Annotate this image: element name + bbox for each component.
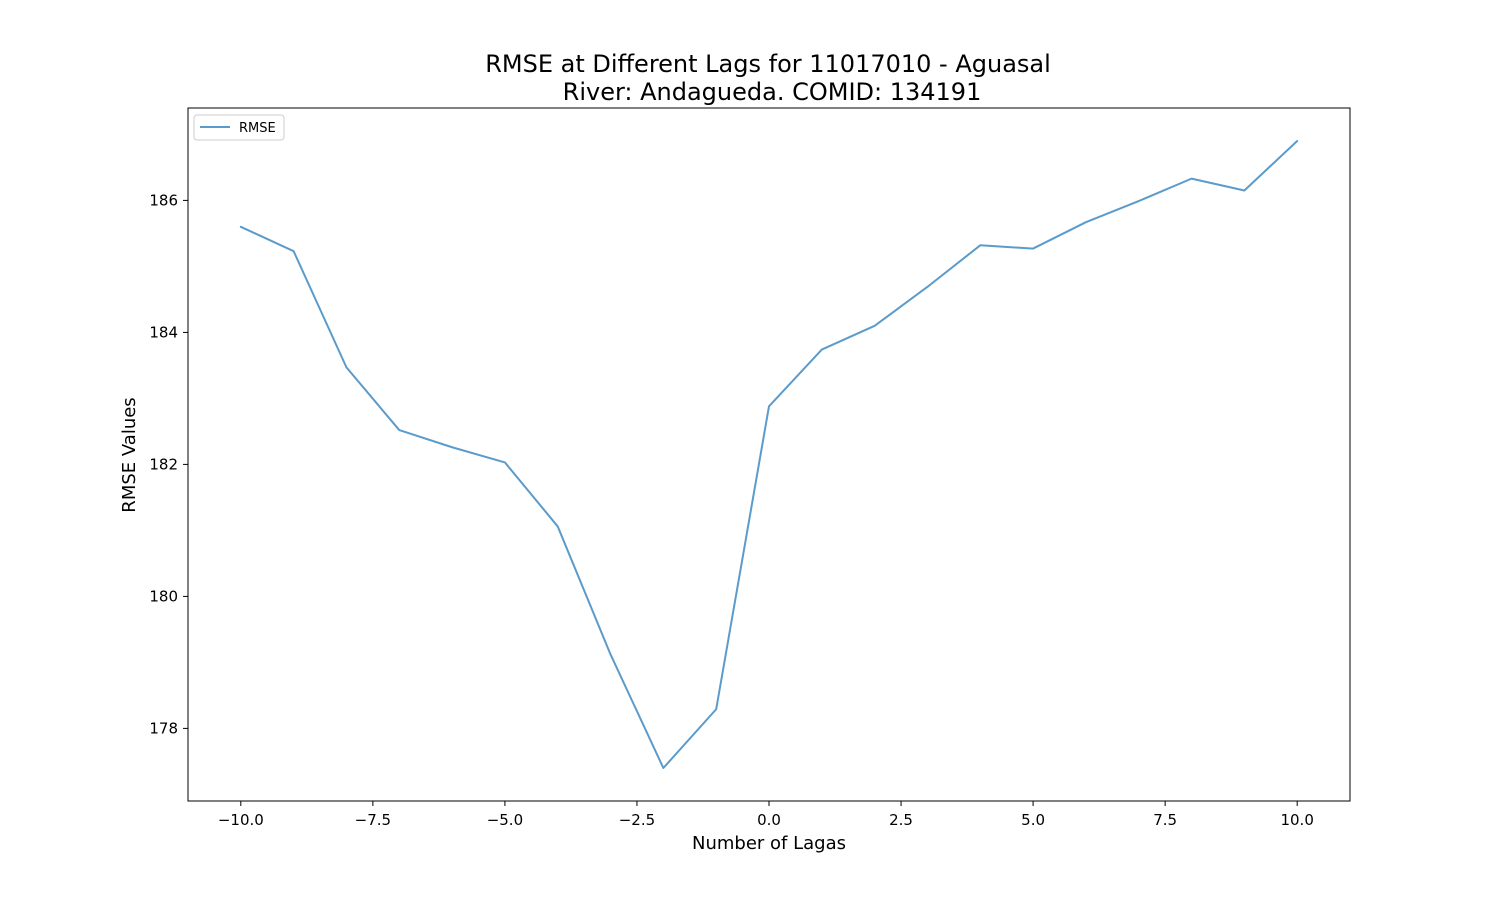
series-line-rmse [239, 140, 1299, 769]
y-tick-label: 184 [149, 323, 178, 341]
legend: RMSE [193, 114, 285, 141]
chart-title: RMSE at Different Lags for 11017010 - Ag… [485, 50, 1051, 78]
y-tick-label: 182 [149, 455, 178, 473]
series-layer [239, 140, 1299, 769]
chart-subtitle: River: Andagueda. COMID: 134191 [563, 78, 982, 106]
plot-frame [187, 107, 1351, 802]
y-tick-label: 178 [149, 719, 178, 737]
x-axis-label: Number of Lagas [692, 833, 846, 854]
legend-label: RMSE [239, 121, 276, 136]
x-tick-label: 2.5 [889, 811, 913, 829]
x-tick-label: 7.5 [1153, 811, 1177, 829]
x-tick-label: −2.5 [619, 811, 655, 829]
x-tick-label: −7.5 [355, 811, 391, 829]
x-tick-label: 10.0 [1280, 811, 1313, 829]
y-tick-label: 180 [149, 587, 178, 605]
x-tick-label: 0.0 [757, 811, 781, 829]
y-tick-label: 186 [149, 191, 178, 209]
x-tick-label: 5.0 [1021, 811, 1045, 829]
legend-box [193, 114, 285, 141]
x-tick-label: −10.0 [218, 811, 264, 829]
x-tick-label: −5.0 [487, 811, 523, 829]
y-axis-label: RMSE Values [119, 397, 140, 512]
tick-layer: −10.0 −7.5 −5.0 −2.5 0.0 2.5 5.0 7.5 10.0 178 180 1… [149, 191, 1314, 829]
